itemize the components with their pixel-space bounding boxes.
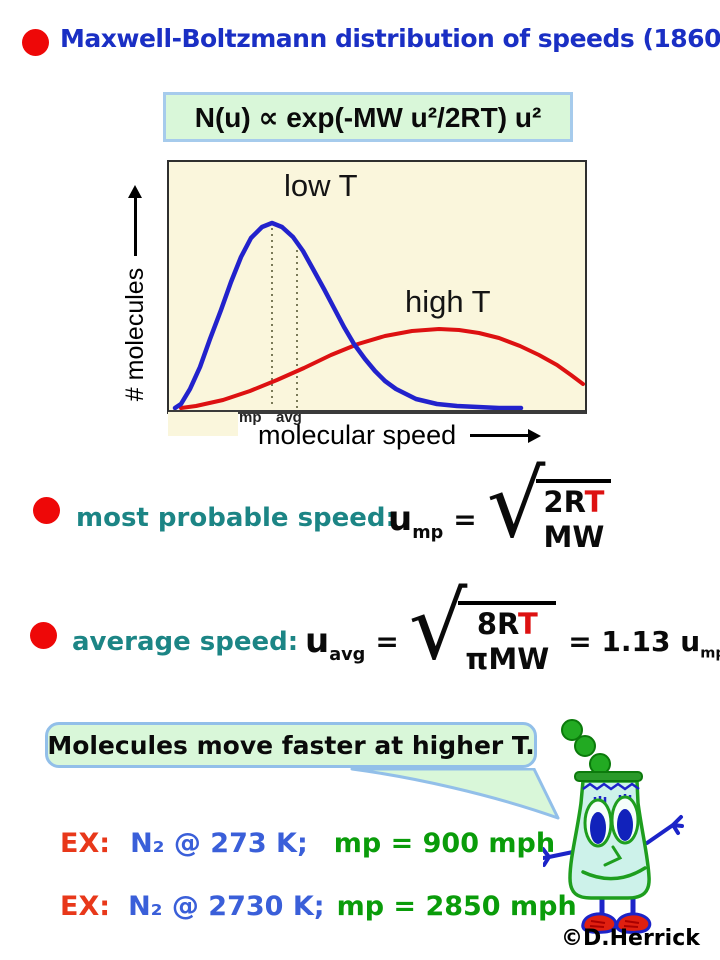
most-probable-speed-label: most probable speed: [76,503,396,533]
avg-denominator: πMW [465,641,550,676]
y-axis-label-text: # molecules [120,267,149,402]
label-low-t: low T [284,168,358,203]
up-arrow-icon [128,184,142,256]
curve-high-t [179,327,585,410]
x-axis-label-text: molecular speed [258,420,457,450]
label-high-t: high T [405,284,491,319]
x-axis-label: molecular speed [258,420,542,451]
radical-icon: √ [408,573,468,680]
speed-distribution-chart: low T high T [167,160,587,414]
chart-canvas [172,220,585,410]
curve-low-t [172,220,524,410]
example-prefix: EX: [60,891,111,922]
left-pupil [590,812,606,844]
speech-bubble-tail [350,768,560,820]
flask-rim [574,771,643,782]
mp-formula-sqrt: √ 2RT MW [486,451,612,558]
mp-formula-equals: = [453,503,477,536]
avg-numerator-T: T [518,607,538,641]
shoe-stripes [589,920,640,928]
avg-formula-u: uavg [305,621,366,665]
mp-numerator: 2R [543,485,585,519]
page-title: Maxwell-Boltzmann distribution of speeds… [60,24,720,53]
mp-numerator-T: T [584,485,605,519]
liquid-zigzag [582,782,640,791]
example-condition: N₂ @ 273 K; [130,828,308,859]
avg-formula-equals: = [375,625,399,658]
speech-bubble-text: Molecules move faster at higher T. [47,730,535,760]
mp-denominator: MW [543,519,605,554]
avg-formula-sqrt: √ 8RT πMW [408,573,557,680]
nose [603,845,623,867]
flask-character [543,719,684,934]
credit: ©D.Herrick [561,926,700,951]
speech-bubble: Molecules move faster at higher T. [45,722,537,768]
tick-avg: avg [276,409,302,426]
avg-numerator: 8R [476,607,519,641]
flask-body [568,779,651,900]
distribution-formula-box: N(u) ∝ exp(-MW u²/2RT) u² [163,92,573,142]
right-pupil [617,809,633,841]
example-row-1: EX: N₂ @ 273 K; mp = 900 mph [60,828,555,859]
example-condition: N₂ @ 2730 K; [128,891,325,922]
tick-mp: mp [239,409,262,426]
axis-patch [168,412,238,436]
right-arrow-icon [470,428,542,443]
average-speed-label: average speed: [72,627,299,657]
distribution-formula: N(u) ∝ exp(-MW u²/2RT) u² [194,101,542,133]
avg-bullet-icon [30,622,57,649]
avg-formula: uavg = √ 8RT πMW = 1.13 ump [305,573,720,680]
example-row-2: EX: N₂ @ 2730 K; mp = 2850 mph [60,891,577,922]
example-prefix: EX: [60,828,111,859]
smile [581,866,647,881]
mp-formula: ump = √ 2RT MW [388,451,612,558]
radical-icon: √ [486,451,546,558]
y-axis-label: # molecules [114,176,156,410]
mp-bullet-icon [33,497,60,524]
example-result: mp = 900 mph [333,828,556,859]
avg-formula-result: = 1.13 ump [568,625,720,662]
mp-formula-u: ump [388,499,444,543]
right-arm [645,815,684,845]
left-arm [543,847,575,867]
example-result: mp = 2850 mph [336,891,577,922]
bubbles-icon [561,719,611,775]
title-bullet-icon [22,29,49,56]
